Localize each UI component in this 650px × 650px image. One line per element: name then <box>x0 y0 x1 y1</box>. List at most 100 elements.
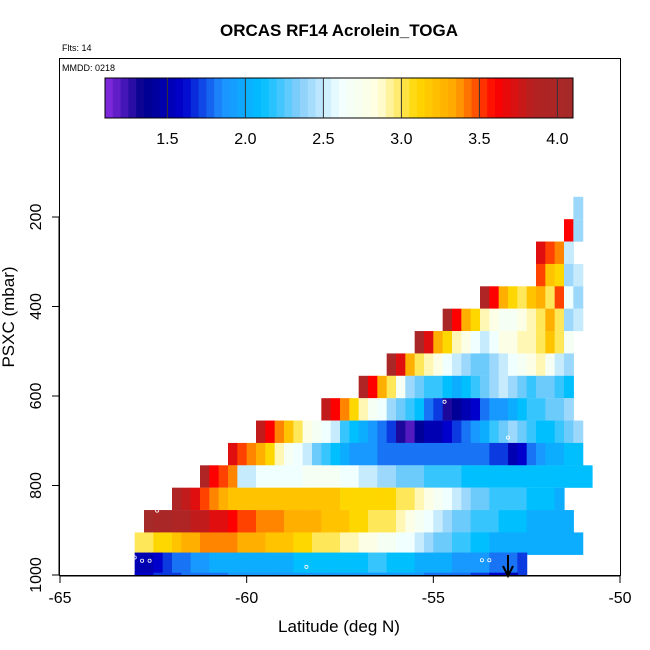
heatmap-cell <box>293 487 304 511</box>
y-tick-label: 600 <box>28 383 45 410</box>
heatmap-cell <box>517 510 528 533</box>
heatmap-cell <box>368 572 378 575</box>
heatmap-cell <box>508 308 518 332</box>
heatmap-cell <box>573 420 584 444</box>
heatmap-cell <box>144 532 154 555</box>
heatmap-cell <box>480 286 490 309</box>
colorbar-ticks: 1.5 2.0 2.5 3.0 3.5 4.0 <box>156 78 569 148</box>
heatmap-cell <box>358 375 369 399</box>
colorbar-segment <box>440 78 449 118</box>
heatmap-cell <box>340 420 350 444</box>
heatmap-cell <box>414 420 425 444</box>
heatmap-cell <box>442 552 453 575</box>
colorbar-segment <box>253 78 262 118</box>
heatmap-cell <box>340 510 350 533</box>
heatmap-cell <box>265 442 276 466</box>
heatmap-cells <box>134 196 593 575</box>
heatmap-cell <box>424 552 434 575</box>
heatmap-cell <box>200 532 210 555</box>
heatmap-cell <box>508 442 518 466</box>
heatmap-cell <box>508 353 518 376</box>
heatmap-cell <box>480 510 490 533</box>
heatmap-cell <box>554 353 565 376</box>
heatmap-cell <box>470 442 481 466</box>
heatmap-cell <box>498 331 509 354</box>
heatmap-cell <box>498 572 509 575</box>
heatmap-cell <box>517 532 528 555</box>
heatmap-cell <box>386 442 397 466</box>
heatmap-cell <box>536 353 546 376</box>
heatmap-cell <box>153 572 164 575</box>
colorbar-segment <box>128 78 137 118</box>
colorbar-segment <box>417 78 426 118</box>
sample-marker <box>442 399 447 404</box>
heatmap-cell <box>517 331 528 354</box>
heatmap-cell <box>330 487 341 511</box>
heatmap-cell <box>489 353 500 376</box>
colorbar-segment <box>463 78 473 118</box>
heatmap-cell <box>237 465 248 488</box>
colorbar-segment <box>331 78 340 118</box>
heatmap-cell <box>480 442 490 466</box>
heatmap-cell <box>489 552 500 575</box>
x-axis-label: Latitude (deg N) <box>278 617 400 636</box>
heatmap-cell <box>498 465 509 488</box>
heatmap-cell <box>228 532 238 555</box>
heatmap-cell <box>368 532 378 555</box>
heatmap-cell <box>358 510 369 533</box>
heatmap-cell <box>302 487 313 511</box>
heatmap-cell <box>368 420 378 444</box>
heatmap-cell <box>573 308 584 332</box>
colorbar-segment <box>105 78 114 118</box>
heatmap-cell <box>293 510 304 533</box>
heatmap-cell <box>508 572 518 575</box>
heatmap-cell <box>564 263 574 287</box>
y-tick-label: 800 <box>28 472 45 499</box>
heatmap-cell <box>526 331 537 354</box>
heatmap-cell <box>246 572 257 575</box>
sample-marker <box>132 555 137 560</box>
heatmap-cell <box>209 532 220 555</box>
colorbar-tick-label: 2.0 <box>234 131 256 148</box>
heatmap-cell <box>172 510 182 533</box>
y-tick-label: 1000 <box>28 557 45 593</box>
heatmap-cell <box>554 308 565 332</box>
heatmap-cell <box>564 331 574 354</box>
heatmap-cell <box>536 510 546 533</box>
heatmap-cell <box>377 552 388 575</box>
colorbar-tick-label: 3.5 <box>468 131 490 148</box>
heatmap-cell <box>480 487 490 511</box>
heatmap-cell <box>265 465 276 488</box>
heatmap-cell <box>545 308 556 332</box>
colorbar-segment <box>518 78 527 118</box>
heatmap-cell <box>545 241 556 265</box>
colorbar-segment <box>393 78 402 118</box>
colorbar-segment <box>378 78 387 118</box>
heatmap-cell <box>545 331 556 354</box>
heatmap-cell <box>340 552 350 575</box>
heatmap-cell <box>209 510 220 533</box>
heatmap-cell <box>414 375 425 399</box>
heatmap-cell <box>470 487 481 511</box>
heatmap-cell <box>461 572 472 575</box>
heatmap-cell <box>349 442 360 466</box>
heatmap-cell <box>321 572 332 575</box>
heatmap-cell <box>330 572 341 575</box>
heatmap-cell <box>358 572 369 575</box>
heatmap-cell <box>424 572 434 575</box>
heatmap-cell <box>564 442 574 466</box>
heatmap-cell <box>246 487 257 511</box>
heatmap-cell <box>452 420 462 444</box>
heatmap-cell <box>190 572 201 575</box>
heatmap-cell <box>526 286 537 309</box>
heatmap-cell <box>517 487 528 511</box>
colorbar-segment <box>495 78 504 118</box>
heatmap-cell <box>554 331 565 354</box>
heatmap-cell <box>414 487 425 511</box>
heatmap-cell <box>302 572 313 575</box>
heatmap-cell <box>442 442 453 466</box>
heatmap-cell <box>396 398 406 421</box>
heatmap-cell <box>442 331 453 354</box>
heatmap-cell <box>312 572 322 575</box>
heatmap-cell <box>424 353 434 376</box>
